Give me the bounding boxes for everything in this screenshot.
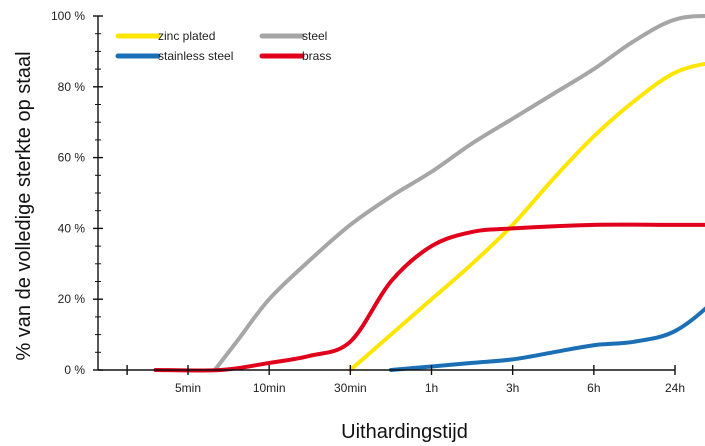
legend-label-stainless-steel: stainless steel <box>158 49 233 63</box>
y-tick-label: 0 % <box>64 363 85 377</box>
series-line-stainless-steel <box>388 306 705 372</box>
y-tick-label: 40 % <box>58 221 86 235</box>
x-tick-label: 5min <box>175 381 201 395</box>
series-line-brass <box>153 222 705 373</box>
y-tick-label: 20 % <box>58 292 86 306</box>
x-tick-label: 3h <box>506 381 519 395</box>
x-tick-label: 24h <box>665 381 685 395</box>
x-tick-label: 6h <box>587 381 600 395</box>
y-tick-label: 100 % <box>51 9 85 23</box>
series-line-steel <box>212 13 705 372</box>
y-tick-label: 80 % <box>58 80 86 94</box>
series-line-zinc-plated <box>348 61 705 372</box>
y-axis-title: % van de volledige sterkte op staal <box>13 51 35 360</box>
y-tick-label: 60 % <box>58 151 86 165</box>
x-tick-label: 10min <box>253 381 286 395</box>
legend-label-steel: steel <box>302 29 327 43</box>
x-axis-title: Uithardingstijd <box>341 421 468 443</box>
legend-label-zinc-plated: zinc plated <box>158 29 215 43</box>
legend-label-brass: brass <box>302 49 331 63</box>
x-tick-label: 30min <box>334 381 367 395</box>
x-tick-label: 1h <box>425 381 438 395</box>
